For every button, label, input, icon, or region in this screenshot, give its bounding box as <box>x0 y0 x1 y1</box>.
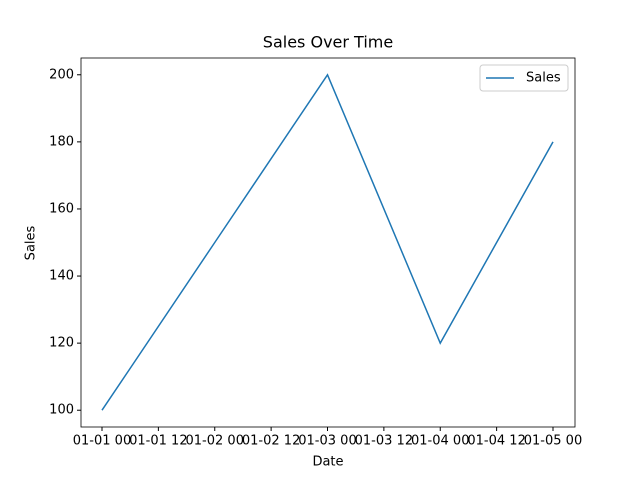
x-axis-label: Date <box>312 455 343 470</box>
x-tick-label: 01-01 00 <box>73 434 131 449</box>
legend-label: Sales <box>526 71 561 86</box>
x-tick-label: 01-05 00 <box>524 434 582 449</box>
legend-box <box>479 64 569 92</box>
y-tick-label: 140 <box>49 269 74 284</box>
y-tick-label: 180 <box>49 134 74 149</box>
x-tick-label: 01-04 12 <box>467 434 525 449</box>
y-tick-label: 120 <box>49 336 74 351</box>
chart-title: Sales Over Time <box>263 33 393 52</box>
y-tick-label: 160 <box>49 201 74 216</box>
x-tick-label: 01-03 00 <box>298 434 356 449</box>
plot-frame <box>80 57 576 428</box>
line-series <box>101 73 554 411</box>
y-axis-label: Sales <box>24 225 39 260</box>
x-tick-label: 01-02 00 <box>186 434 244 449</box>
x-tick-label: 01-04 00 <box>411 434 469 449</box>
x-tick-label: 01-02 12 <box>242 434 300 449</box>
y-tick-label: 200 <box>49 67 74 82</box>
x-tick-label: 01-01 12 <box>129 434 187 449</box>
x-tick-label: 01-03 12 <box>355 434 413 449</box>
y-tick-label: 100 <box>49 403 74 418</box>
